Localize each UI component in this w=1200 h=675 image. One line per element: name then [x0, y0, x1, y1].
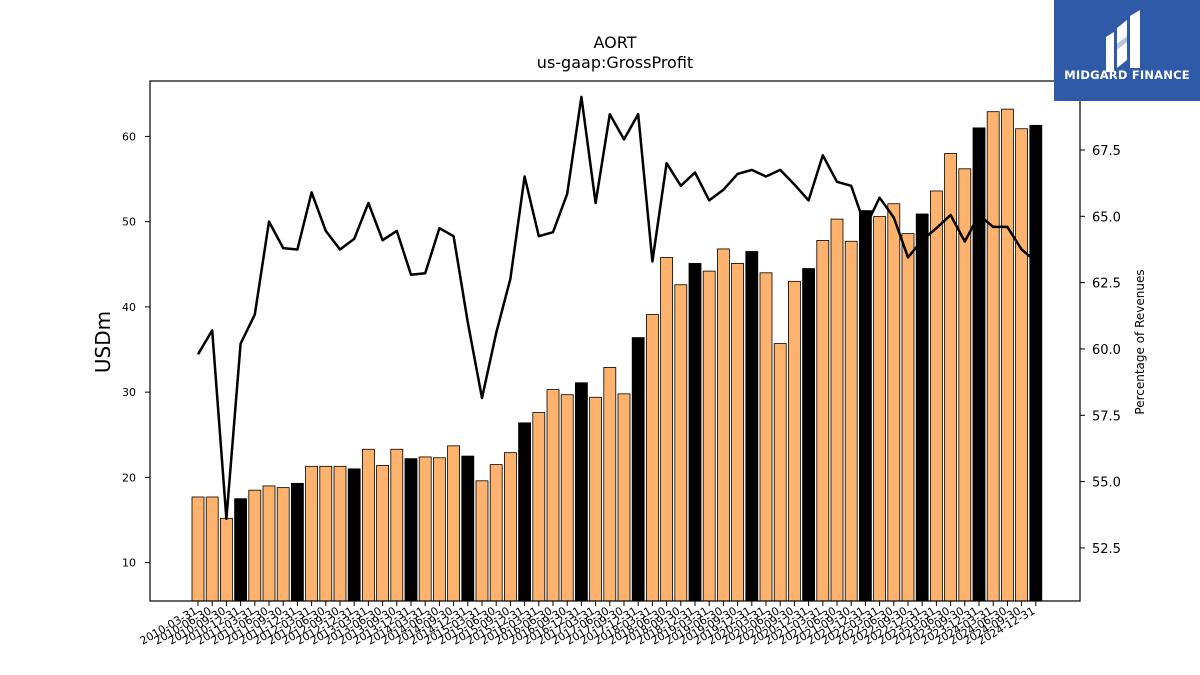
bar-2024-12-31	[1029, 124, 1043, 602]
bar-2010-09-30	[219, 517, 233, 602]
logo-mark-icon	[1106, 10, 1140, 72]
y2-tick-label: 62.5	[1092, 277, 1121, 292]
axes: 10 20 30 40 50 60 52.5 55.0 57.5 60.0 62.5 65.0 67.5…	[122, 80, 1121, 648]
bar-2017-09-30	[617, 393, 631, 602]
bar-2021-12-31	[859, 210, 872, 602]
bar-2023-12-31	[972, 127, 986, 602]
logo-text: MIDGARD FINANCE	[1064, 68, 1190, 82]
bar-2014-09-30	[447, 445, 461, 602]
bar-2012-03-31	[305, 465, 319, 602]
y2-tick-label: 67.5	[1092, 144, 1121, 159]
bar-2013-03-31	[361, 448, 375, 602]
bar-2020-06-30	[773, 343, 787, 602]
bar-2022-12-31	[915, 213, 929, 602]
y-tick-label: 30	[122, 386, 136, 399]
bar-2018-03-31	[646, 314, 659, 602]
bar-2017-03-31	[589, 396, 602, 602]
bar-2014-12-31	[461, 455, 475, 602]
bar-2016-06-30	[546, 389, 560, 602]
chart-title: AORT	[594, 33, 637, 52]
bar-2014-03-31	[418, 456, 432, 602]
y2-tick-label: 57.5	[1092, 409, 1121, 424]
bar-2010-03-31	[191, 496, 205, 602]
bar-2012-12-31	[347, 468, 361, 602]
bar-2013-12-31	[404, 458, 418, 602]
bar-2010-06-30	[205, 496, 219, 602]
bar-2018-12-31	[688, 263, 702, 602]
bar-2023-03-31	[930, 190, 943, 602]
bar-2021-06-30	[830, 218, 844, 602]
bar-2021-09-30	[844, 240, 858, 602]
bar-series	[191, 108, 1043, 602]
y-axis-label: USDm	[91, 311, 115, 373]
bar-2013-09-30	[390, 448, 404, 602]
bar-2015-12-31	[518, 422, 531, 602]
y2-tick-label: 52.5	[1092, 542, 1121, 557]
bar-2024-09-30	[1015, 128, 1028, 602]
bar-2011-09-30	[276, 487, 290, 602]
bar-2022-06-30	[887, 203, 901, 602]
y-tick-label: 10	[122, 557, 136, 570]
bar-2014-06-30	[432, 457, 446, 602]
bar-2012-09-30	[333, 465, 347, 602]
y2-tick-label: 60.0	[1092, 343, 1121, 358]
bar-2018-06-30	[660, 257, 673, 602]
bar-2010-12-31	[234, 498, 248, 602]
percentage-line	[196, 95, 1037, 521]
y2-axis-label: Percentage of Revenues	[1133, 269, 1147, 414]
bar-2021-03-31	[816, 240, 830, 602]
y-tick-label: 20	[122, 471, 136, 484]
bar-2024-06-30	[1001, 108, 1014, 602]
bar-2024-03-31	[986, 111, 1000, 602]
bar-2020-12-31	[802, 268, 815, 602]
bar-2017-06-30	[603, 367, 617, 602]
bar-2011-03-31	[248, 489, 262, 602]
chart-subtitle: us-gaap:GrossProfit	[537, 53, 693, 72]
bar-2012-06-30	[319, 465, 333, 602]
bar-2015-06-30	[489, 464, 503, 602]
bar-2020-03-31	[759, 272, 773, 602]
bar-2011-06-30	[262, 485, 276, 602]
bar-2022-09-30	[901, 233, 915, 602]
y-tick-label: 40	[122, 301, 136, 314]
bar-2015-03-31	[475, 480, 489, 602]
bar-2016-12-31	[575, 382, 588, 602]
bar-2017-12-31	[631, 337, 645, 602]
midgard-finance-logo: MIDGARD FINANCE	[1054, 0, 1200, 101]
bar-2016-03-31	[532, 412, 546, 602]
bar-2019-12-31	[745, 251, 759, 602]
bar-2019-09-30	[731, 263, 744, 602]
bar-2020-09-30	[788, 280, 801, 602]
bar-2019-03-31	[702, 270, 716, 602]
y2-tick-label: 65.0	[1092, 210, 1121, 225]
bar-2018-09-30	[674, 284, 688, 602]
y2-tick-label: 55.0	[1092, 476, 1121, 491]
y-tick-label: 60	[122, 130, 136, 143]
bar-2022-03-31	[873, 216, 886, 602]
y-tick-label: 50	[122, 216, 136, 229]
bar-2011-12-31	[290, 482, 304, 602]
bar-2013-06-30	[376, 465, 390, 602]
plot-frame	[149, 80, 1081, 602]
bar-2016-09-30	[560, 394, 574, 602]
percentage-line-series	[196, 95, 1037, 521]
bar-2015-09-30	[503, 452, 517, 602]
bar-2019-06-30	[717, 248, 730, 602]
